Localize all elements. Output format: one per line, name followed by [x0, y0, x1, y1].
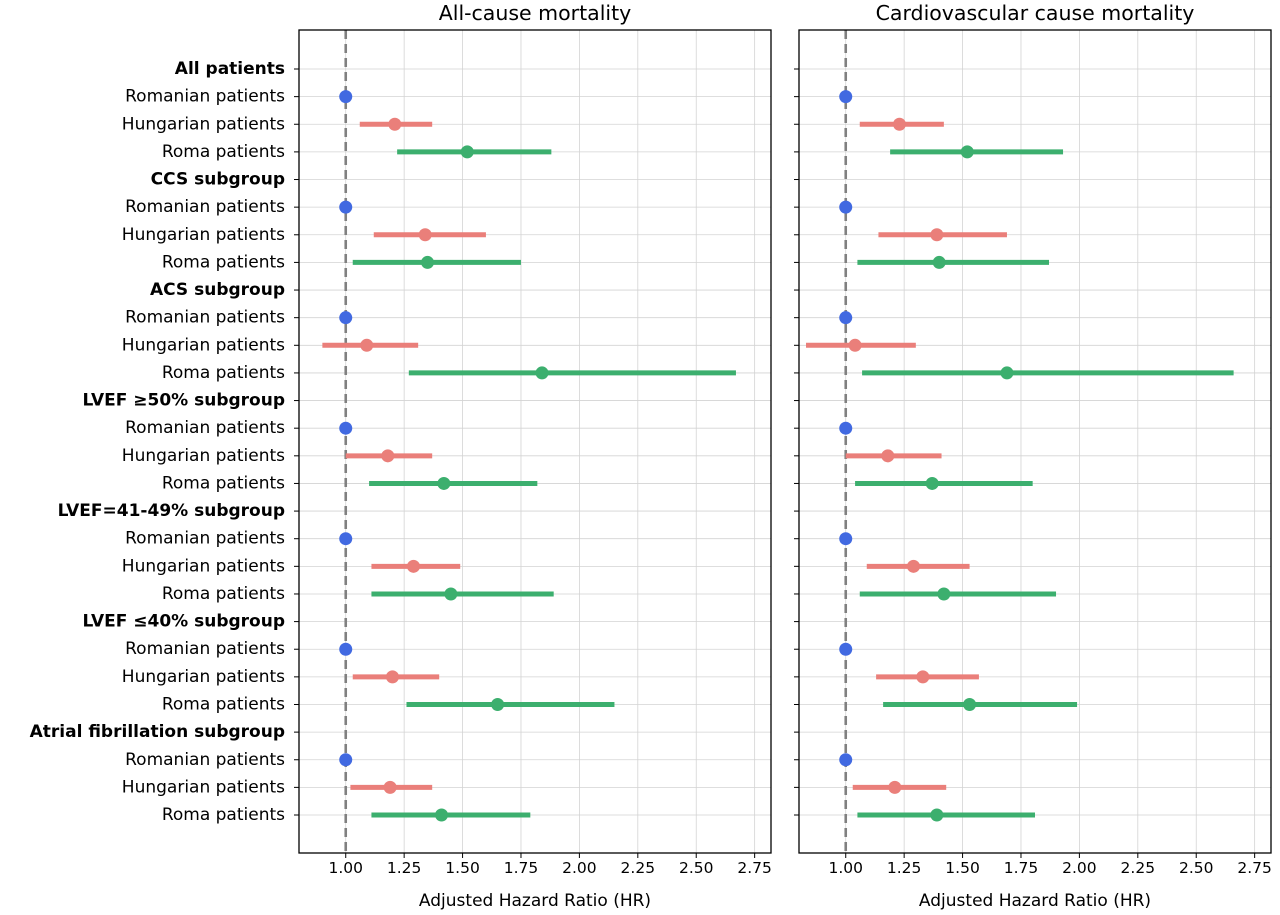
x-tick-label: 2.50 — [1179, 859, 1214, 877]
x-tick-label: 1.00 — [828, 859, 863, 877]
patient-group-label: Romanian patients — [125, 87, 285, 107]
hazard-ratio-point — [339, 200, 353, 214]
subgroup-header-label: Atrial fibrillation subgroup — [30, 722, 285, 742]
hazard-ratio-point — [360, 338, 374, 352]
hazard-ratio-point — [930, 808, 944, 822]
plot-frame — [798, 29, 1272, 854]
hazard-ratio-point — [339, 90, 353, 104]
patient-group-label: Romanian patients — [125, 529, 285, 549]
subgroup-header-label: LVEF=41-49% subgroup — [58, 501, 285, 521]
hazard-ratio-point — [937, 587, 951, 601]
hazard-ratio-point — [388, 117, 402, 131]
hazard-ratio-point — [839, 753, 853, 767]
x-tick-label: 2.00 — [562, 859, 597, 877]
hazard-ratio-point — [444, 587, 458, 601]
patient-group-label: Roma patients — [162, 252, 285, 272]
plot-frame — [298, 29, 772, 854]
hazard-ratio-point — [460, 145, 474, 159]
x-tick-label: 1.25 — [887, 859, 922, 877]
hazard-ratio-point — [421, 255, 435, 269]
x-axis-label: Adjusted Hazard Ratio (HR) — [419, 891, 651, 911]
hazard-ratio-point — [839, 532, 853, 546]
hazard-ratio-point — [435, 808, 449, 822]
hazard-ratio-point — [963, 697, 977, 711]
x-tick-label: 1.50 — [945, 859, 980, 877]
hazard-ratio-point — [535, 366, 549, 380]
hazard-ratio-point — [383, 780, 397, 794]
hazard-ratio-point — [888, 780, 902, 794]
patient-group-label: Roma patients — [162, 363, 285, 383]
hazard-ratio-point — [1000, 366, 1014, 380]
hazard-ratio-point — [906, 559, 920, 573]
x-tick-label: 1.75 — [504, 859, 539, 877]
hazard-ratio-point — [839, 642, 853, 656]
hazard-ratio-point — [437, 476, 451, 490]
patient-group-label: Hungarian patients — [122, 335, 285, 355]
patient-group-label: Romanian patients — [125, 308, 285, 328]
hazard-ratio-point — [892, 117, 906, 131]
panel-title: All-cause mortality — [439, 1, 632, 25]
hazard-ratio-point — [339, 753, 353, 767]
x-tick-label: 2.75 — [737, 859, 772, 877]
subgroup-header-label: LVEF ≤40% subgroup — [82, 612, 285, 632]
patient-group-label: Romanian patients — [125, 639, 285, 659]
hazard-ratio-point — [839, 421, 853, 435]
x-tick-label: 2.75 — [1237, 859, 1272, 877]
x-tick-label: 2.00 — [1062, 859, 1097, 877]
patient-group-label: Roma patients — [162, 473, 285, 493]
hazard-ratio-point — [406, 559, 420, 573]
hazard-ratio-point — [916, 670, 930, 684]
hazard-ratio-point — [881, 449, 895, 463]
subgroup-header-label: CCS subgroup — [151, 170, 285, 190]
patient-group-label: Romanian patients — [125, 418, 285, 438]
hazard-ratio-point — [491, 697, 505, 711]
patient-group-label: Roma patients — [162, 584, 285, 604]
hazard-ratio-point — [385, 670, 399, 684]
hazard-ratio-point — [960, 145, 974, 159]
hazard-ratio-point — [839, 311, 853, 325]
hazard-ratio-point — [848, 338, 862, 352]
hazard-ratio-point — [930, 228, 944, 242]
x-tick-label: 1.50 — [445, 859, 480, 877]
subgroup-header-label: All patients — [175, 59, 285, 79]
hazard-ratio-point — [932, 255, 946, 269]
subgroup-header-label: LVEF ≥50% subgroup — [82, 391, 285, 411]
patient-group-label: Hungarian patients — [122, 777, 285, 797]
x-tick-label: 1.25 — [387, 859, 422, 877]
hazard-ratio-point — [418, 228, 432, 242]
hazard-ratio-point — [925, 476, 939, 490]
patient-group-label: Hungarian patients — [122, 114, 285, 134]
hazard-ratio-point — [339, 311, 353, 325]
x-tick-label: 2.25 — [1121, 859, 1156, 877]
hazard-ratio-point — [839, 90, 853, 104]
patient-group-label: Roma patients — [162, 694, 285, 714]
patient-group-label: Roma patients — [162, 805, 285, 825]
patient-group-label: Romanian patients — [125, 197, 285, 217]
hazard-ratio-point — [381, 449, 395, 463]
hazard-ratio-point — [339, 532, 353, 546]
x-tick-label: 2.25 — [621, 859, 656, 877]
panel-title: Cardiovascular cause mortality — [876, 1, 1195, 25]
x-axis-label: Adjusted Hazard Ratio (HR) — [919, 891, 1151, 911]
patient-group-label: Hungarian patients — [122, 556, 285, 576]
x-tick-label: 2.50 — [679, 859, 714, 877]
hazard-ratio-point — [339, 421, 353, 435]
patient-group-label: Hungarian patients — [122, 667, 285, 687]
hazard-ratio-point — [839, 200, 853, 214]
hazard-ratio-point — [339, 642, 353, 656]
patient-group-label: Roma patients — [162, 142, 285, 162]
x-tick-label: 1.00 — [328, 859, 363, 877]
subgroup-header-label: ACS subgroup — [150, 280, 285, 300]
x-tick-label: 1.75 — [1004, 859, 1039, 877]
patient-group-label: Hungarian patients — [122, 446, 285, 466]
patient-group-label: Romanian patients — [125, 750, 285, 770]
patient-group-label: Hungarian patients — [122, 225, 285, 245]
